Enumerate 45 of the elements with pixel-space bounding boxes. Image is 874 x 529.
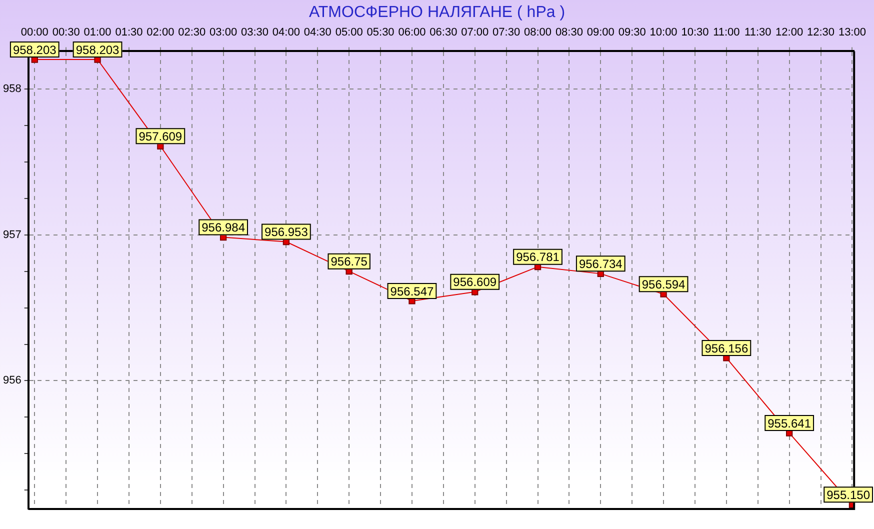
x-tick-label: 01:00 <box>84 26 112 39</box>
data-label: 956.781 <box>516 250 560 264</box>
x-tick-label: 07:00 <box>461 26 489 39</box>
y-tick-label: 956 <box>2 374 22 387</box>
y-tick-label: 958 <box>2 83 22 96</box>
data-label: 956.984 <box>202 220 246 235</box>
data-label: 956.734 <box>578 256 623 271</box>
data-label: 956.547 <box>390 284 434 298</box>
x-tick-label: 06:00 <box>398 26 426 39</box>
data-label: 958.203 <box>12 42 57 57</box>
x-tick-label: 12:30 <box>807 26 835 39</box>
data-label: 956.609 <box>453 275 497 290</box>
data-label: 958.203 <box>76 42 120 57</box>
data-label: 957.609 <box>138 129 182 144</box>
x-tick-label: 09:00 <box>586 26 614 39</box>
data-label: 956.75 <box>330 254 368 269</box>
x-tick-label: 01:30 <box>115 26 143 39</box>
x-tick-label: 04:00 <box>272 26 300 39</box>
x-tick-label: 05:30 <box>366 26 394 39</box>
x-tick-label: 13:00 <box>838 26 866 39</box>
data-label: 956.156 <box>704 341 748 356</box>
data-label: 956.953 <box>264 225 308 240</box>
x-tick-label: 10:00 <box>650 26 678 39</box>
x-tick-label: 00:00 <box>20 26 48 39</box>
x-tick-label: 03:00 <box>210 26 238 39</box>
x-tick-label: 03:30 <box>240 26 269 39</box>
chart-title: АТМОСФЕРНО НАЛЯГАНЕ ( hPa ) <box>308 4 566 22</box>
x-tick-label: 02:00 <box>146 26 174 39</box>
data-label: 955.641 <box>768 416 812 430</box>
data-label: 955.150 <box>826 488 870 502</box>
x-tick-label: 08:30 <box>555 26 583 39</box>
x-tick-label: 12:00 <box>776 26 804 39</box>
x-tick-label: 11:00 <box>713 26 740 39</box>
x-tick-label: 10:30 <box>681 26 709 39</box>
x-tick-label: 06:30 <box>430 26 458 39</box>
x-tick-label: 09:30 <box>618 26 646 39</box>
data-label: 956.594 <box>642 277 686 292</box>
x-tick-label: 05:00 <box>335 26 363 39</box>
x-tick-label: 02:30 <box>178 26 206 39</box>
x-tick-label: 08:00 <box>524 26 552 39</box>
x-tick-label: 07:30 <box>492 26 520 39</box>
x-tick-label: 00:30 <box>52 26 80 39</box>
x-tick-label: 04:30 <box>304 26 332 39</box>
y-tick-label: 957 <box>2 228 22 241</box>
x-tick-label: 11:30 <box>744 26 772 39</box>
